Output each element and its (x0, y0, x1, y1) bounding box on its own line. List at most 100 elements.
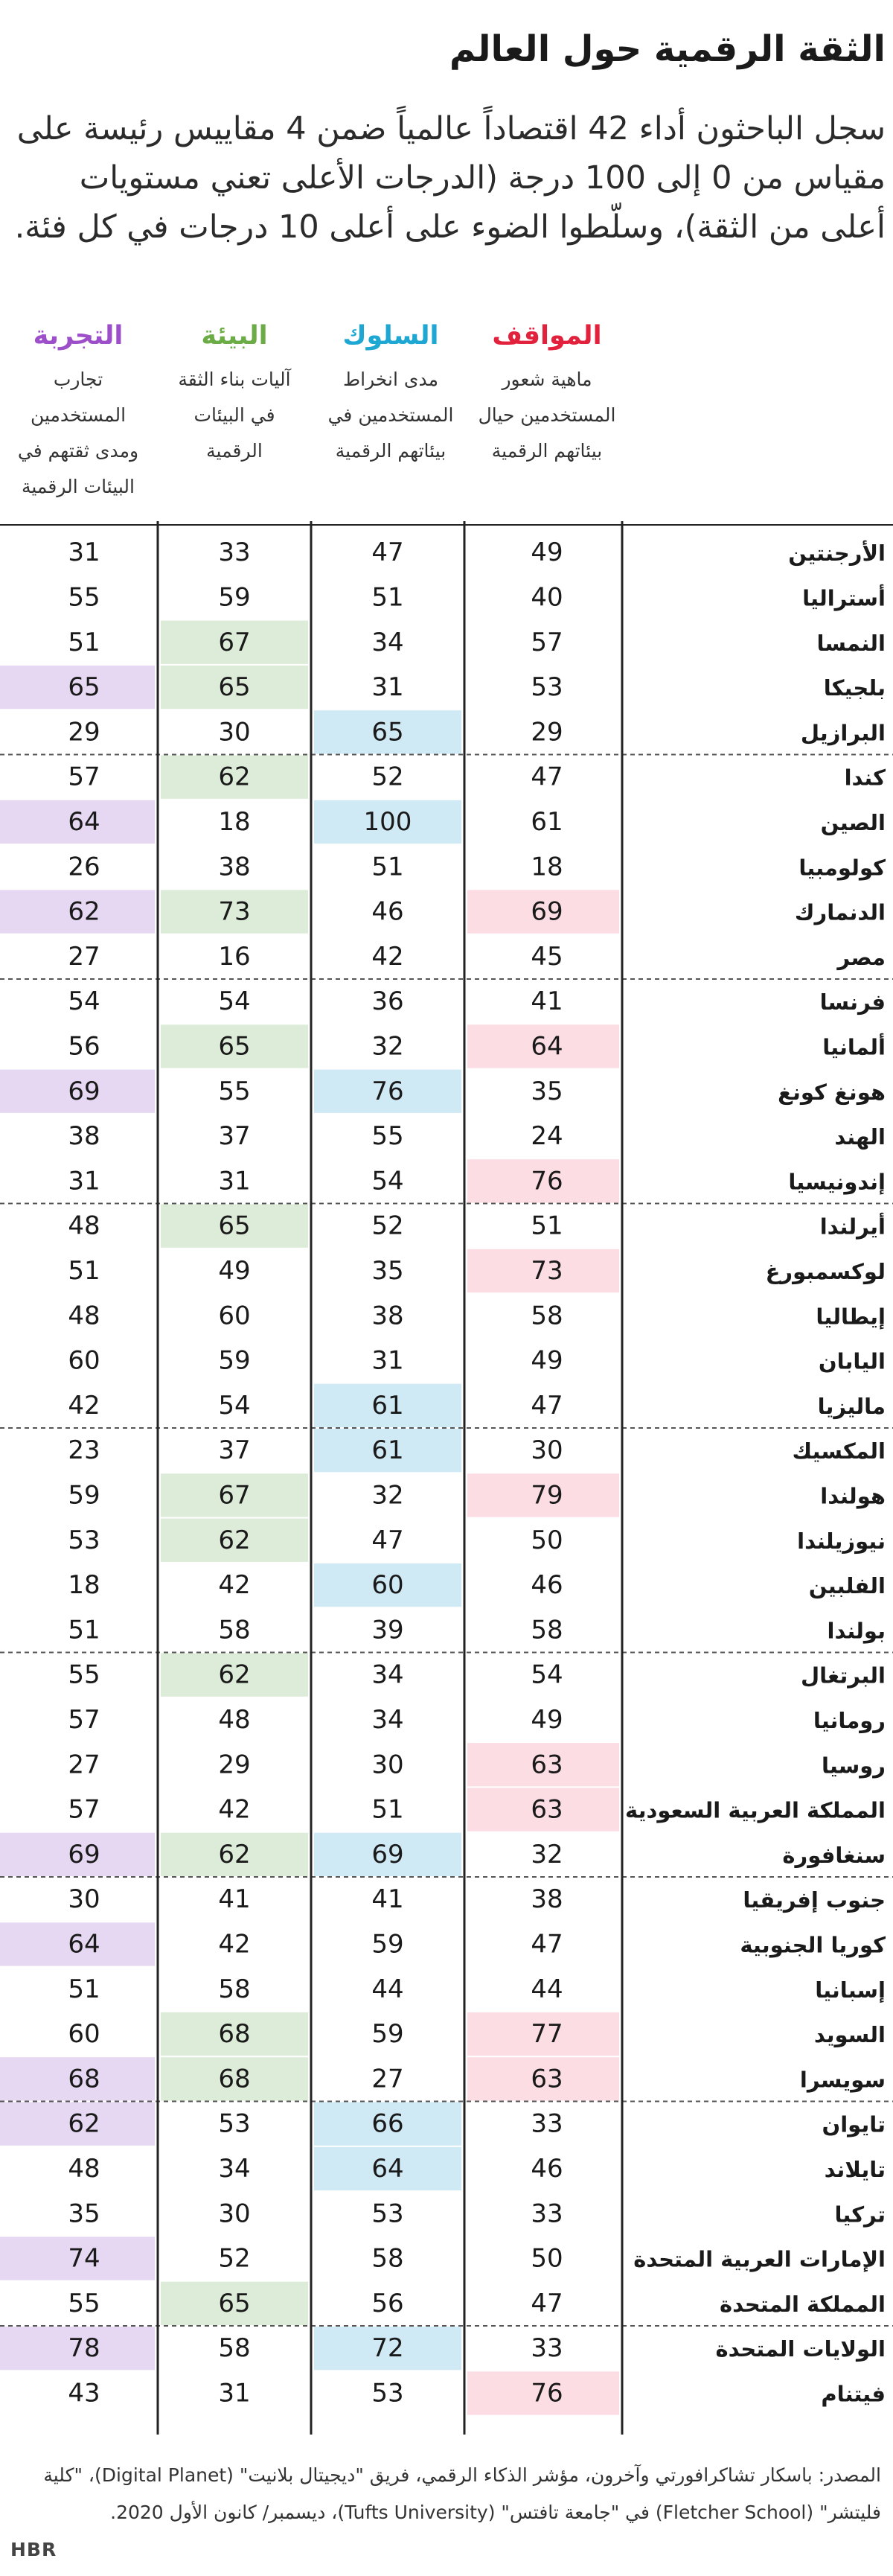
country-label: تركيا (834, 2202, 886, 2227)
score-attitudes: 35 (531, 1077, 563, 1106)
country-label: كولومبيا (798, 855, 886, 880)
highlight-cell-behavior (314, 2146, 461, 2191)
score-environment: 62 (218, 1840, 250, 1869)
score-environment: 33 (218, 538, 250, 567)
highlight-cell-experience (0, 2102, 155, 2146)
score-behavior: 34 (371, 628, 403, 657)
score-environment: 38 (218, 852, 250, 881)
score-experience: 62 (68, 897, 100, 927)
score-experience: 57 (68, 1705, 100, 1735)
column-description-behavior: مدى انخراط المستخدمين في بيئاتهم الرقمية (327, 369, 454, 462)
score-environment: 30 (218, 2199, 250, 2228)
highlight-cell-behavior (314, 800, 461, 844)
score-attitudes: 73 (531, 1256, 563, 1286)
score-environment: 58 (218, 1974, 250, 2004)
score-experience: 55 (68, 582, 100, 612)
highlight-cell-experience (0, 1922, 155, 1966)
country-label: الإمارات العربية المتحدة (633, 2247, 886, 2272)
highlight-cell-environment (161, 2012, 308, 2056)
score-attitudes: 30 (531, 1435, 563, 1465)
highlight-cell-environment (161, 890, 308, 934)
score-experience: 42 (68, 1391, 100, 1421)
score-attitudes: 58 (531, 1301, 563, 1330)
score-experience: 51 (68, 1615, 100, 1645)
score-environment: 42 (218, 1570, 250, 1600)
column-label-experience: التجربة (33, 321, 124, 351)
score-experience: 53 (68, 1525, 100, 1555)
country-label: الصين (821, 810, 886, 835)
highlight-cell-environment (161, 2057, 308, 2101)
score-environment: 59 (218, 1346, 250, 1376)
score-experience: 27 (68, 1750, 100, 1779)
country-label: أستراليا (802, 584, 886, 610)
score-behavior: 34 (371, 1660, 403, 1690)
score-behavior: 76 (371, 1077, 403, 1106)
score-attitudes: 33 (531, 2333, 563, 2363)
score-experience: 60 (68, 2019, 100, 2049)
score-behavior: 46 (371, 897, 403, 927)
score-behavior: 34 (371, 1705, 403, 1735)
highlight-cell-experience (0, 2237, 155, 2280)
score-environment: 37 (218, 1121, 250, 1151)
score-attitudes: 44 (531, 1974, 563, 2004)
column-header-experience: التجربة تجارب المستخدمين ومدى ثقتهم في ا… (7, 320, 149, 505)
country-label: الفلبين (809, 1573, 886, 1598)
score-environment: 52 (218, 2244, 250, 2274)
score-experience: 57 (68, 1795, 100, 1825)
score-attitudes: 47 (531, 762, 563, 792)
score-environment: 18 (218, 807, 250, 837)
score-attitudes: 76 (531, 1166, 563, 1196)
score-experience: 48 (68, 1211, 100, 1241)
score-environment: 48 (218, 1705, 250, 1735)
score-behavior: 41 (371, 1884, 403, 1914)
country-label: الهند (834, 1124, 886, 1150)
country-label: النمسا (816, 631, 886, 656)
highlight-cell-behavior (314, 2327, 461, 2371)
score-environment: 16 (218, 942, 250, 972)
score-environment: 53 (218, 2109, 250, 2139)
score-behavior: 27 (371, 2064, 403, 2094)
score-experience: 57 (68, 762, 100, 792)
score-attitudes: 47 (531, 1391, 563, 1421)
score-experience: 48 (68, 2154, 100, 2184)
highlight-cell-attitudes (467, 1788, 619, 1831)
score-environment: 31 (218, 1166, 250, 1196)
country-label: مصر (836, 945, 886, 970)
score-behavior: 51 (371, 852, 403, 881)
score-experience: 69 (68, 1840, 100, 1869)
country-label: سويسرا (800, 2067, 886, 2092)
highlight-cell-behavior (314, 1563, 461, 1607)
score-behavior: 52 (371, 1211, 403, 1241)
score-attitudes: 57 (531, 628, 563, 657)
score-attitudes: 79 (531, 1480, 563, 1510)
score-attitudes: 50 (531, 1525, 563, 1555)
column-header-behavior: السلوك مدى انخراط المستخدمين في بيئاتهم … (320, 320, 461, 469)
score-experience: 30 (68, 1884, 100, 1914)
score-attitudes: 76 (531, 2378, 563, 2408)
score-experience: 60 (68, 1346, 100, 1376)
score-environment: 29 (218, 1750, 250, 1779)
score-environment: 54 (218, 1391, 250, 1421)
highlight-cell-attitudes (467, 2012, 619, 2056)
column-description-attitudes: ماهية شعور المستخدمين حيال بيئاتهم الرقم… (478, 369, 616, 462)
highlight-cell-experience (0, 2057, 155, 2101)
column-label-behavior: السلوك (342, 321, 439, 351)
chart-title: الثقة الرقمية حول العالم (449, 28, 886, 70)
score-attitudes: 61 (531, 807, 563, 837)
score-attitudes: 45 (531, 942, 563, 972)
score-behavior: 64 (371, 2154, 403, 2184)
score-behavior: 54 (371, 1166, 403, 1196)
score-behavior: 53 (371, 2378, 403, 2408)
score-experience: 51 (68, 1256, 100, 1286)
score-experience: 69 (68, 1077, 100, 1106)
score-environment: 62 (218, 762, 250, 792)
score-environment: 31 (218, 2378, 250, 2408)
chart-intro: سجل الباحثون أداء 42 اقتصاداً عالمياً ضم… (14, 110, 886, 246)
score-experience: 27 (68, 942, 100, 972)
score-experience: 62 (68, 2109, 100, 2139)
score-experience: 65 (68, 672, 100, 702)
highlight-cell-attitudes (467, 890, 619, 934)
country-label: هونغ كونغ (778, 1080, 886, 1105)
score-attitudes: 64 (531, 1031, 563, 1061)
highlight-cell-experience (0, 2327, 155, 2371)
